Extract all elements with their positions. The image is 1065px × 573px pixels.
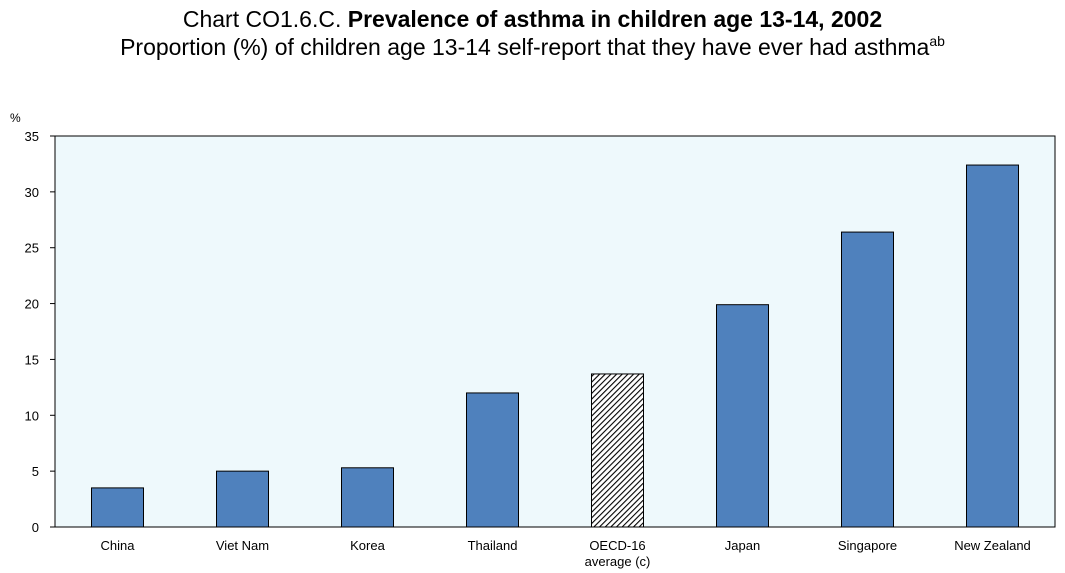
x-axis-label-line: OECD-16 bbox=[589, 538, 645, 553]
x-axis-labels: China Viet Nam Korea Thailand OECD-16 average… bbox=[101, 538, 1031, 569]
bar-viet-nam bbox=[216, 470, 269, 528]
bar-singapore bbox=[841, 231, 894, 528]
bar-oecd-16-average-c bbox=[591, 373, 644, 528]
bar-korea bbox=[341, 467, 394, 528]
y-tick-label: 15 bbox=[25, 352, 39, 367]
chart-title-bold: Prevalence of asthma in children age 13-… bbox=[347, 6, 883, 32]
x-axis-label: China bbox=[101, 538, 136, 553]
chart-subtitle: Proportion (%) of children age 13-14 sel… bbox=[0, 34, 1065, 61]
chart-title-prefix: Chart CO1.6.C. bbox=[182, 6, 342, 32]
bars bbox=[91, 164, 1019, 528]
bar-thailand bbox=[466, 392, 519, 528]
x-axis-label-line: Thailand bbox=[468, 538, 518, 553]
x-axis-label-line: Singapore bbox=[838, 538, 897, 553]
y-axis-ticks: 0 5 10 15 20 25 30 35 bbox=[25, 129, 55, 535]
x-axis-label: Thailand bbox=[468, 538, 518, 553]
x-axis-label-line: New Zealand bbox=[954, 538, 1031, 553]
y-tick-label: 5 bbox=[32, 464, 39, 479]
plot-area bbox=[54, 135, 1056, 528]
x-axis-label-line: Viet Nam bbox=[216, 538, 269, 553]
y-tick-label: 20 bbox=[25, 297, 39, 312]
x-axis-label: Singapore bbox=[838, 538, 897, 553]
x-axis-label-line: average (c) bbox=[585, 554, 651, 569]
x-axis-label: Viet Nam bbox=[216, 538, 269, 553]
y-tick-label: 0 bbox=[32, 520, 39, 535]
chart-title: Chart CO1.6.C. Prevalence of asthma in c… bbox=[0, 6, 1065, 33]
y-tick-label: 35 bbox=[25, 129, 39, 144]
x-axis-label-line: China bbox=[101, 538, 136, 553]
chart-subtitle-superscript: ab bbox=[929, 33, 945, 49]
y-tick-label: 30 bbox=[25, 185, 39, 200]
y-tick-label: 10 bbox=[25, 408, 39, 423]
y-tick-label: 25 bbox=[25, 241, 39, 256]
x-axis-label-line: Korea bbox=[350, 538, 385, 553]
x-axis-label-line: Japan bbox=[725, 538, 760, 553]
x-axis-label: New Zealand bbox=[954, 538, 1031, 553]
x-axis-label: OECD-16 average (c) bbox=[585, 538, 651, 569]
chart-subtitle-text: Proportion (%) of children age 13-14 sel… bbox=[120, 34, 930, 60]
x-axis-label: Korea bbox=[350, 538, 385, 553]
bar-japan bbox=[716, 304, 769, 528]
y-axis-unit-label: % bbox=[10, 111, 21, 125]
bar-new-zealand bbox=[966, 164, 1019, 528]
bar-china bbox=[91, 487, 144, 528]
x-axis-label: Japan bbox=[725, 538, 760, 553]
